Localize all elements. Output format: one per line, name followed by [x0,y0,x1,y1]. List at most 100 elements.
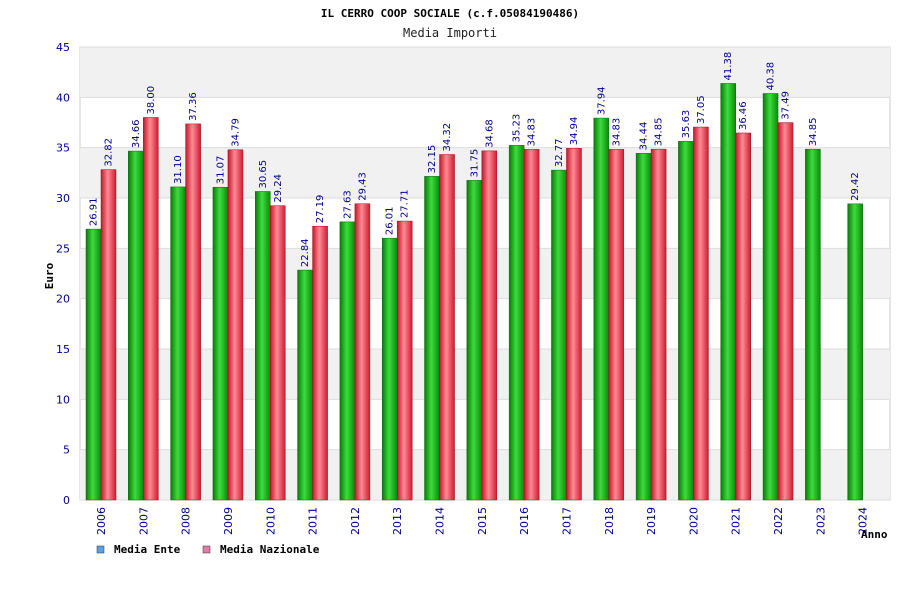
data-label: 27.63 [342,190,353,219]
bar-media-ente-2024 [847,203,863,501]
bar-media-ente-2018 [593,117,610,501]
grid-band [80,47,890,98]
data-label: 34.32 [442,123,453,152]
y-tick-label: 25 [56,242,70,255]
y-tick-label: 5 [63,444,70,457]
data-label: 37.94 [596,86,607,115]
data-labels: 26.91 32.82 34.66 38.00 31.10 37.36 31.07 34.79… [89,52,862,267]
data-label: 34.85 [654,118,665,147]
y-tick-label: 40 [56,91,70,104]
data-label: 29.42 [850,172,861,201]
bar-media-ente-2010 [255,191,271,501]
x-tick-label: 2022 [772,507,785,535]
x-tick-label: 2019 [645,507,658,535]
y-tick-label: 35 [56,142,70,155]
data-label: 32.77 [554,138,565,167]
data-label: 27.19 [315,195,326,224]
bar-media-ente-2008 [170,186,186,501]
x-axis-ticks: 2006 2007 2008 2009 2010 2011 2012 2013 2014 2015… [95,507,870,535]
data-label: 32.15 [427,145,438,174]
y-axis-ticks: 0 5 10 15 20 25 30 35 40 45 [56,41,70,507]
data-label: 37.49 [781,91,792,120]
bar-media-nazionale-2012 [354,203,371,501]
data-label: 29.43 [357,172,368,201]
bar-media-nazionale-2019 [650,148,667,501]
data-label: 35.23 [512,114,523,143]
bar-media-ente-2017 [551,169,567,501]
data-label: 30.65 [258,160,269,189]
bar-media-ente-2021 [720,83,736,501]
bar-media-nazionale-2021 [735,132,751,501]
bar-media-nazionale-2007 [143,117,159,501]
bar-media-ente-2014 [424,176,440,501]
y-tick-label: 45 [56,41,70,54]
bar-media-nazionale-2018 [608,149,625,501]
data-label: 31.07 [215,156,226,185]
bar-media-nazionale-2008 [185,123,201,501]
y-tick-label: 30 [56,192,70,205]
x-tick-label: 2021 [730,507,743,535]
x-tick-label: 2015 [476,507,489,535]
bar-media-nazionale-2014 [439,154,455,501]
bar-media-nazionale-2006 [100,169,117,501]
chart-title: IL CERRO COOP SOCIALE (c.f.05084190486) [321,7,579,20]
data-label: 34.79 [230,118,241,147]
x-tick-label: 2020 [687,507,700,535]
data-label: 31.75 [469,149,480,178]
data-label: 36.46 [738,101,749,130]
bar-media-ente-2020 [678,141,694,501]
x-tick-label: 2006 [95,507,108,535]
bar-media-ente-2012 [339,221,356,501]
data-label: 37.05 [696,95,707,124]
legend: Media Ente Media Nazionale [96,543,320,556]
x-axis-label: Anno [861,528,888,541]
y-tick-label: 0 [63,494,70,507]
bar-media-nazionale-2015 [481,150,498,501]
data-label: 31.10 [173,155,184,184]
legend-label-media-ente: Media Ente [114,543,181,556]
x-tick-label: 2009 [222,507,235,535]
data-label: 32.82 [104,138,115,167]
data-label: 34.85 [808,118,819,147]
x-tick-label: 2017 [560,507,573,535]
x-tick-label: 2023 [814,507,827,535]
bar-media-nazionale-2022 [777,122,794,501]
x-tick-label: 2016 [518,507,531,535]
y-tick-label: 20 [56,293,70,306]
bars [85,83,863,501]
x-tick-label: 2012 [349,507,362,535]
data-label: 40.38 [766,62,777,91]
x-tick-label: 2007 [137,507,150,535]
data-label: 27.71 [400,189,411,218]
data-label: 34.44 [639,122,650,151]
data-label: 34.94 [569,117,580,146]
data-label: 41.38 [723,52,734,81]
bar-media-nazionale-2009 [227,149,244,501]
data-label: 22.84 [300,238,311,267]
bar-media-ente-2016 [508,145,525,501]
x-tick-label: 2013 [391,507,404,535]
x-tick-label: 2010 [264,507,277,535]
chart-subtitle: Media Importi [403,26,497,40]
bar-media-ente-2023 [805,148,821,501]
bar-media-ente-2019 [635,153,652,501]
data-label: 37.36 [188,92,199,121]
y-tick-label: 15 [56,343,70,356]
data-label: 26.91 [89,197,100,226]
legend-swatch-media-nazionale [202,545,211,554]
bar-media-nazionale-2016 [523,149,540,501]
bar-media-nazionale-2020 [693,126,709,501]
data-label: 35.63 [681,110,692,139]
bar-media-ente-2013 [381,237,398,501]
legend-label-media-nazionale: Media Nazionale [220,543,320,556]
data-label: 34.83 [527,118,538,147]
legend-swatch-media-ente [96,545,105,554]
y-tick-label: 10 [56,393,70,406]
data-label: 34.68 [484,119,495,148]
bar-media-ente-2022 [762,93,779,501]
x-tick-label: 2008 [180,507,193,535]
bar-media-ente-2011 [297,269,313,501]
bar-media-ente-2006 [85,228,102,501]
bar-media-nazionale-2010 [270,205,286,501]
